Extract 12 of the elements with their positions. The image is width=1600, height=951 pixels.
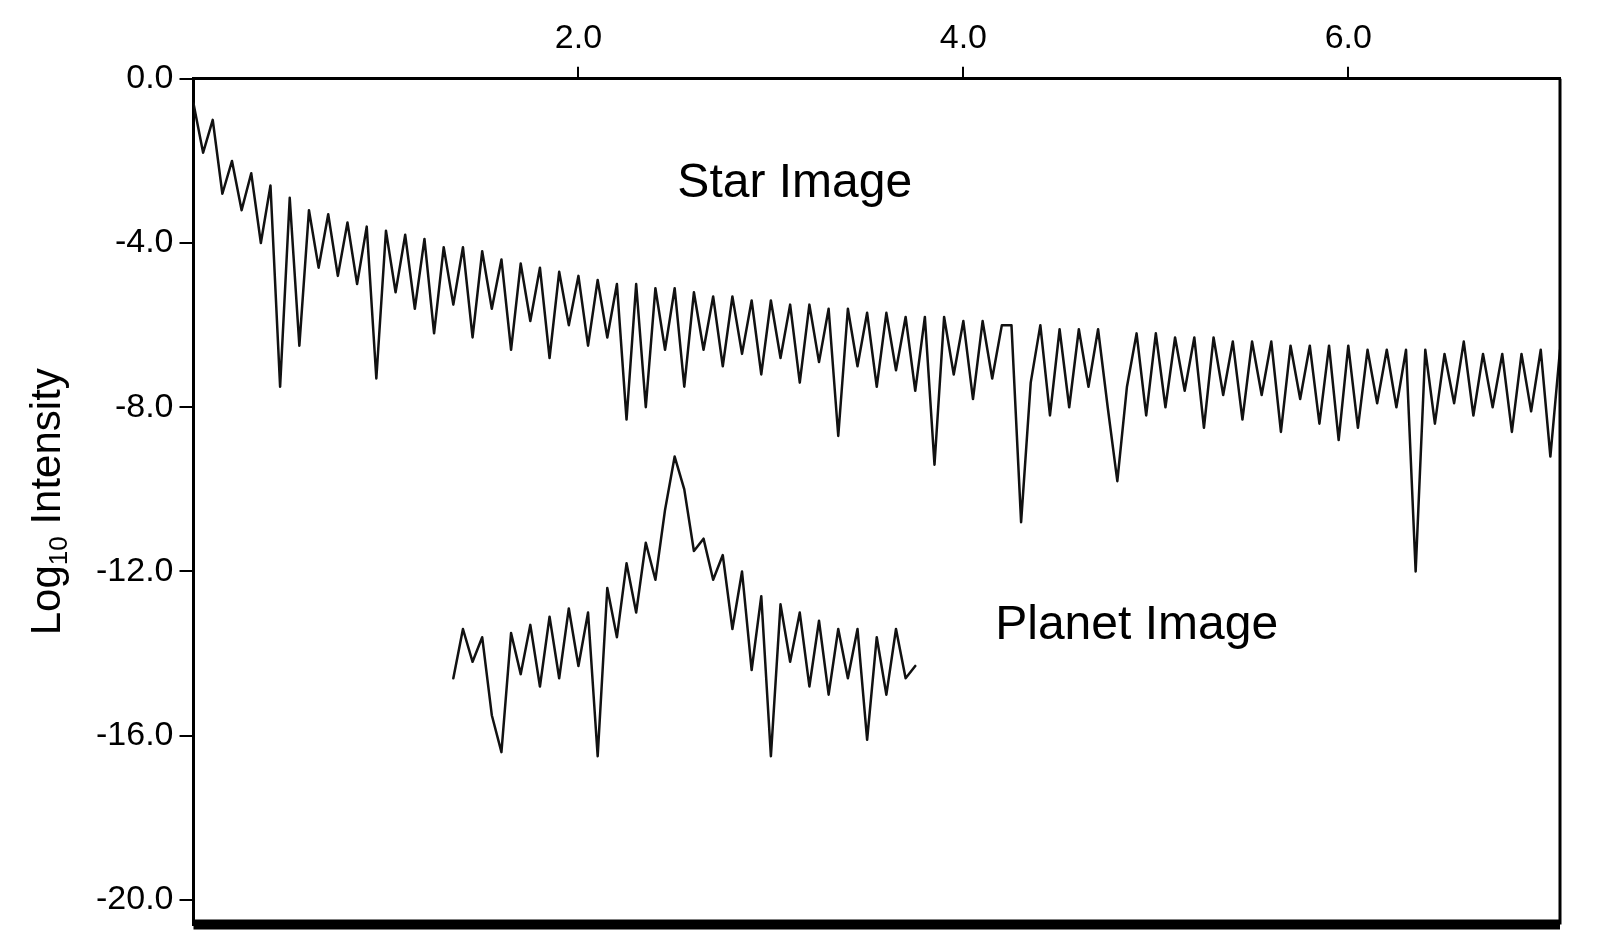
y-tick-label: -16.0 [96,714,174,753]
y-tick-label: -12.0 [96,549,174,588]
y-tick-label: -20.0 [96,878,174,917]
y-tick-label: -8.0 [114,385,174,424]
y-axis-title: Log10 Intensity [21,368,74,636]
x-tick-label: 4.0 [939,16,987,55]
x-tick-label: 2.0 [554,16,603,55]
y-tick-label: 0.0 [126,57,174,96]
y-tick-label: -4.0 [114,221,174,260]
series-label: Planet Image [995,596,1279,650]
series-label: Star Image [677,153,913,207]
x-tick-label: 6.0 [1324,16,1372,55]
